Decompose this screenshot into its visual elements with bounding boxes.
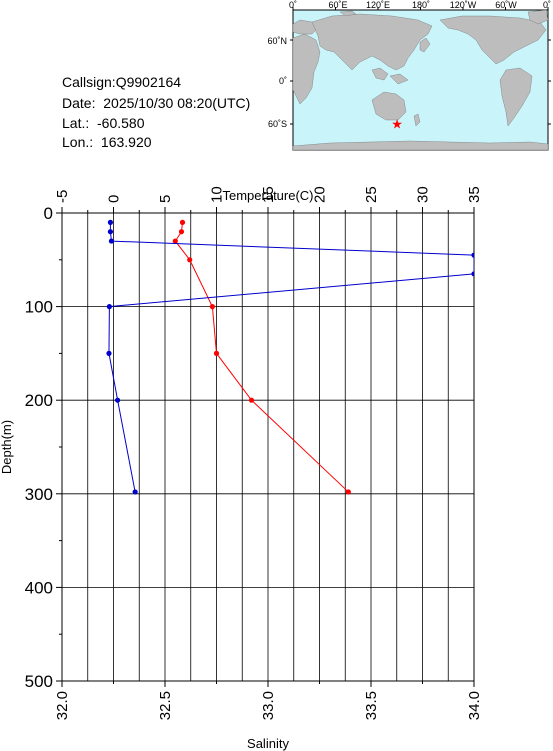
land-new-zealand <box>413 113 421 127</box>
temperature-tick-label: 15 <box>260 186 277 203</box>
land-antarctica <box>292 140 549 151</box>
land-greenland <box>527 9 549 25</box>
temperature-point <box>178 229 185 235</box>
temperature-point <box>209 304 215 310</box>
salinity-series <box>106 219 474 495</box>
map-side-tick-label: 60˚N <box>267 36 287 46</box>
map-tick-labels: 0˚ 60˚E 120˚E 180˚ 120˚W 60˚W 0˚ 60˚N 0˚… <box>267 0 551 129</box>
latitude-label: Lat.: -60.580 <box>62 115 145 131</box>
map-landmasses <box>292 9 549 151</box>
map-top-tick-label: 60˚W <box>495 0 517 10</box>
temperature-tick-label: 5 <box>157 195 174 203</box>
land-japan <box>419 37 431 53</box>
land-europe <box>292 19 319 35</box>
land-arctic-islands <box>339 10 357 17</box>
temperature-tick-label: 25 <box>363 186 380 203</box>
salinity-tick-label: 34.0 <box>466 691 483 720</box>
temperature-point <box>187 257 193 263</box>
depth-tick-label: 500 <box>25 672 53 691</box>
temperature-point <box>172 238 178 244</box>
land-south-america <box>499 67 533 127</box>
station-star-icon: ★ <box>391 117 403 132</box>
depth-tick-label: 400 <box>25 578 53 597</box>
map-top-tick-label: 120˚W <box>450 0 477 10</box>
date-label: Date: 2025/10/30 08:20(UTC) <box>62 95 251 111</box>
salinity-tick-label: 33.0 <box>260 691 277 720</box>
land-se-asia-islands <box>371 67 409 85</box>
map-top-tick-label: 60˚E <box>328 0 347 10</box>
temperature-tick-label: 20 <box>312 186 329 203</box>
salinity-point <box>106 350 112 356</box>
salinity-point <box>471 252 474 258</box>
salinity-point <box>107 219 114 225</box>
longitude-label: Lon.: 163.920 <box>62 134 152 150</box>
map-top-tick-label: 120˚E <box>366 0 390 10</box>
temperature-tick-label: 10 <box>209 186 226 203</box>
map-top-tick-label: 180˚ <box>412 0 430 10</box>
map-top-tick-label: 0˚ <box>289 0 297 10</box>
depth-tick-label: 0 <box>44 204 53 223</box>
salinity-point <box>108 238 115 244</box>
temperature-tick-label: -5 <box>54 190 71 203</box>
depth-tick-label: 100 <box>25 298 53 317</box>
land-asia <box>311 13 433 71</box>
temperature-tick-label: 0 <box>106 195 123 203</box>
temperature-point <box>213 350 220 356</box>
temperature-point <box>248 397 255 403</box>
location-map: 0˚ 60˚E 120˚E 180˚ 120˚W 60˚W 0˚ 60˚N 0˚… <box>267 0 551 151</box>
temperature-tick-label: 35 <box>466 186 483 203</box>
depth-axis-title: Depth(m) <box>0 420 14 474</box>
salinity-axis-title: Salinity <box>247 736 289 751</box>
temperature-point <box>179 219 186 225</box>
salinity-point <box>106 304 112 310</box>
salinity-line <box>108 222 474 493</box>
temperature-point <box>345 489 351 495</box>
map-side-tick-label: 60˚S <box>268 119 287 129</box>
temperature-line <box>174 222 349 493</box>
land-north-america <box>439 15 547 65</box>
salinity-tick-label: 32.0 <box>54 691 71 720</box>
temperature-series <box>172 219 351 495</box>
depth-tick-label: 300 <box>25 485 53 504</box>
callsign-label: Callsign:Q9902164 <box>62 74 182 90</box>
salinity-point <box>107 229 114 235</box>
map-tick-marks <box>290 7 551 125</box>
salinity-tick-label: 33.5 <box>363 691 380 720</box>
depth-tick-label: 200 <box>25 391 53 410</box>
salinity-point <box>471 271 474 277</box>
salinity-point <box>132 489 138 495</box>
land-australia <box>371 91 407 121</box>
map-side-tick-label: 0˚ <box>279 76 287 86</box>
land-africa-europe <box>292 33 321 105</box>
temperature-tick-label: 30 <box>415 186 432 203</box>
temperature-axis-title: Temperature(C) <box>222 188 313 203</box>
chart-grid <box>61 212 475 682</box>
salinity-tick-label: 32.5 <box>157 691 174 720</box>
map-top-tick-label: 0˚ <box>543 0 551 10</box>
series-layer <box>106 219 474 495</box>
salinity-point <box>115 397 121 403</box>
